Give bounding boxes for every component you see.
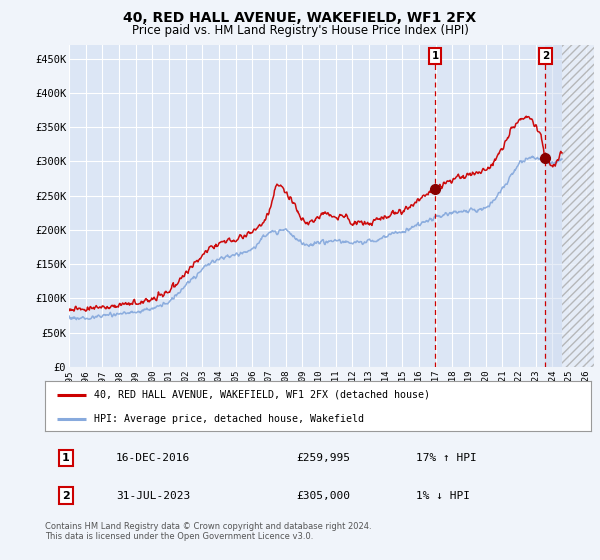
Text: Contains HM Land Registry data © Crown copyright and database right 2024.
This d: Contains HM Land Registry data © Crown c… bbox=[45, 522, 371, 542]
Text: £305,000: £305,000 bbox=[296, 491, 350, 501]
Text: 2: 2 bbox=[62, 491, 70, 501]
Text: Price paid vs. HM Land Registry's House Price Index (HPI): Price paid vs. HM Land Registry's House … bbox=[131, 24, 469, 36]
Text: 1: 1 bbox=[431, 51, 439, 61]
Text: 31-JUL-2023: 31-JUL-2023 bbox=[116, 491, 190, 501]
Text: 17% ↑ HPI: 17% ↑ HPI bbox=[416, 452, 477, 463]
Bar bbox=[545, 45, 562, 367]
Text: HPI: Average price, detached house, Wakefield: HPI: Average price, detached house, Wake… bbox=[94, 414, 364, 423]
Text: £259,995: £259,995 bbox=[296, 452, 350, 463]
Text: 40, RED HALL AVENUE, WAKEFIELD, WF1 2FX: 40, RED HALL AVENUE, WAKEFIELD, WF1 2FX bbox=[124, 11, 476, 25]
Text: 2: 2 bbox=[542, 51, 549, 61]
Text: 40, RED HALL AVENUE, WAKEFIELD, WF1 2FX (detached house): 40, RED HALL AVENUE, WAKEFIELD, WF1 2FX … bbox=[94, 390, 430, 400]
Text: 1% ↓ HPI: 1% ↓ HPI bbox=[416, 491, 470, 501]
Text: 1: 1 bbox=[62, 452, 70, 463]
Text: 16-DEC-2016: 16-DEC-2016 bbox=[116, 452, 190, 463]
